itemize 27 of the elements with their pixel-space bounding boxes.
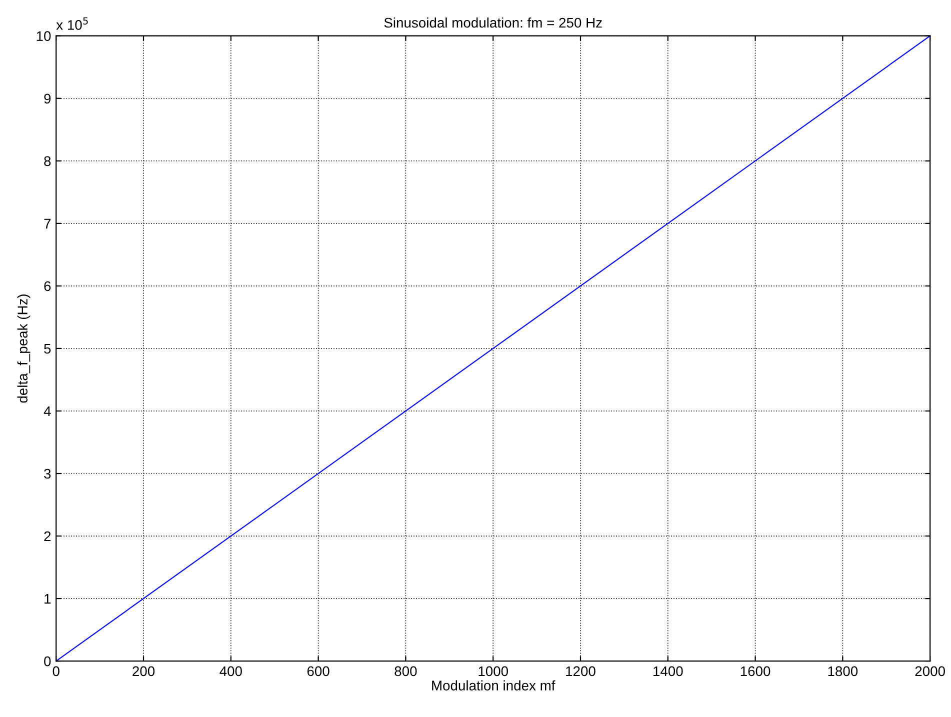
x-tick-label: 800	[394, 666, 417, 676]
text: x 10$^{5}$	[56, 17, 88, 30]
y-tick-label: 6	[44, 281, 51, 292]
x-tick-label: 1200	[566, 666, 596, 676]
x-tick-label: 0	[52, 666, 60, 676]
x-tick-label: 1000	[478, 666, 508, 676]
y-tick-label: 8	[44, 156, 51, 166]
x-tick-label: 2000	[915, 666, 945, 676]
y-tick-label: 0	[44, 656, 51, 666]
y-tick-label: 7	[44, 218, 51, 228]
y-tick-label: 5	[44, 344, 51, 354]
x-tick-label: 1400	[654, 666, 683, 676]
x-tick-label: 200	[132, 666, 155, 676]
y-tick-label: 1	[44, 594, 51, 604]
chart-title: Sinusoidal modulation: fm = 250 Hz	[384, 17, 602, 28]
y-tick-label: 10	[36, 31, 51, 42]
x-tick-label: 1800	[828, 666, 858, 676]
x-tick-label: 600	[307, 666, 330, 676]
x-axis-title: Modulation index mf	[432, 680, 556, 690]
y-tick-label: 2	[44, 531, 51, 542]
x-tick-label: 400	[220, 666, 242, 676]
y-tick-label: 4	[44, 406, 51, 416]
y-tick-label: 9	[44, 94, 51, 104]
x-tick-label: 1600	[740, 666, 770, 676]
y-tick-label: 3	[44, 468, 51, 479]
y-axis-title: delta_f_peak (Hz)	[17, 294, 30, 403]
line-series	[56, 36, 930, 662]
